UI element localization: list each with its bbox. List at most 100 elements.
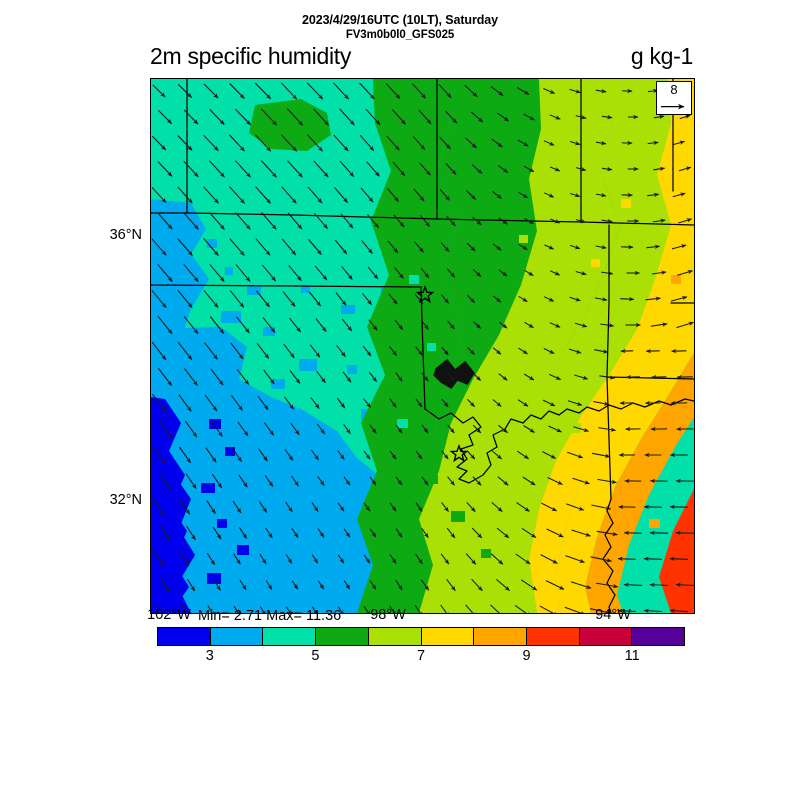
chart-units-label: g kg-1 [630, 43, 693, 69]
wind-vector-arrow-icon [518, 347, 528, 355]
wind-vector-arrow-icon [549, 322, 561, 328]
wind-vector-arrow-icon [209, 316, 225, 334]
wind-vector-arrow-icon [285, 606, 292, 613]
wind-vector-arrow-icon [490, 85, 504, 97]
wind-vector-arrow-icon [363, 554, 371, 564]
wind-vector-arrow-icon [440, 604, 450, 613]
wind-vector-arrow-icon [263, 422, 275, 436]
wind-vector-arrow-icon [260, 108, 278, 126]
wind-vector-arrow-icon [471, 527, 483, 539]
wind-vector-arrow-icon [575, 115, 587, 120]
wind-vector-arrow-icon [334, 239, 348, 255]
wind-vector-arrow-icon [550, 270, 561, 276]
wind-vector-arrow-icon [368, 319, 378, 331]
wind-vector-arrow-icon [291, 528, 299, 538]
wind-vector-arrow-icon [545, 580, 565, 590]
wind-vector-arrow-icon [389, 554, 397, 564]
wind-vector-arrow-icon [497, 476, 509, 486]
wind-vector-arrow-icon [280, 82, 298, 100]
wind-vector-arrow-icon [467, 347, 475, 355]
wind-vector-arrow-icon [159, 525, 171, 541]
wind-key-value: 8 [670, 82, 678, 97]
wind-vector-arrow-icon [315, 318, 327, 332]
wind-vector-arrow-icon [388, 345, 398, 357]
wind-vector-arrow-icon [594, 297, 608, 302]
wind-vector-arrow-icon [573, 426, 590, 433]
wind-vector-arrow-icon [311, 502, 319, 512]
wind-vector-arrow-icon [620, 296, 635, 302]
wind-vector-arrow-icon [595, 192, 607, 198]
wind-vector-arrow-icon [421, 476, 429, 486]
wind-vector-arrow-icon [343, 580, 351, 590]
colorbar-cell-8-9 [474, 628, 527, 645]
wind-vector-arrow-icon [570, 581, 592, 589]
wind-vector-arrow-icon [152, 393, 166, 413]
wind-vector-arrow-icon [670, 295, 688, 302]
wind-vector-arrow-icon [229, 134, 245, 152]
wind-vector-arrow-icon [543, 296, 555, 302]
wind-vector-arrow-icon [498, 424, 508, 434]
wind-vector-arrow-icon [177, 135, 193, 151]
wind-vector-arrow-icon [392, 161, 406, 177]
station-markers-layer [415, 285, 469, 463]
wind-vector-arrow-icon [265, 580, 273, 590]
colorbar-tick-3: 3 [205, 648, 214, 664]
map-plot-area[interactable]: 8 [150, 78, 695, 614]
wind-vector-arrow-icon [308, 239, 322, 255]
wind-vector-arrow-icon [284, 449, 294, 461]
wind-vector-arrow-icon [444, 110, 458, 124]
station-star-south [449, 444, 469, 463]
wind-vector-arrow-icon [309, 344, 321, 358]
wind-vector-arrow-icon [178, 394, 192, 412]
wind-vector-arrow-icon [157, 212, 173, 230]
wind-vector-arrow-icon [524, 217, 534, 225]
wind-vector-arrow-icon [650, 322, 668, 327]
wind-vector-arrow-icon [492, 399, 502, 407]
wind-vector-arrow-icon [414, 605, 424, 613]
wind-vector-arrow-icon [601, 218, 613, 224]
wind-vector-arrow-icon [466, 242, 476, 252]
wind-vector-arrow-icon [572, 477, 590, 485]
wind-vector-arrow-icon [336, 397, 346, 409]
wind-vector-arrow-icon [393, 214, 405, 228]
wind-vector-arrow-icon [203, 186, 219, 204]
wind-vector-arrow-icon [359, 134, 375, 152]
wind-vector-arrow-icon [395, 372, 403, 382]
colorbar-cell-10-11 [579, 628, 633, 645]
wind-vector-arrow-icon [203, 290, 219, 308]
wind-vector-arrow-icon [288, 317, 302, 333]
wind-vector-arrow-icon [543, 348, 555, 354]
wind-vector-arrow-icon [261, 160, 277, 178]
wind-vector-arrow-icon [183, 212, 199, 230]
wind-vector-arrow-icon [258, 448, 268, 462]
wind-vector-arrow-icon [412, 135, 426, 151]
wind-vector-arrow-icon [447, 424, 455, 434]
wind-vector-arrow-icon [203, 83, 219, 99]
wind-vector-arrow-icon [158, 110, 172, 124]
wind-vector-arrow-icon [679, 114, 691, 120]
wind-vector-arrow-icon [210, 368, 224, 386]
wind-vector-arrow-icon [389, 450, 397, 460]
wind-vector-arrow-icon [235, 160, 251, 178]
wind-vector-arrow-icon [334, 187, 348, 203]
wind-vector-arrow-icon [389, 502, 397, 512]
wind-vector-arrow-icon [256, 290, 270, 308]
wind-vector-arrow-icon [385, 82, 401, 100]
wind-vector-arrow-icon [675, 582, 694, 588]
wind-vector-arrow-icon [394, 267, 404, 279]
wind-vector-arrow-icon [310, 397, 320, 409]
wind-vector-arrow-icon [229, 290, 245, 308]
wind-vector-arrow-icon [238, 527, 248, 539]
wind-vector-arrow-icon [472, 476, 482, 486]
wind-vector-arrow-icon [157, 367, 173, 387]
wind-vector-arrow-icon [601, 166, 613, 172]
axis-tick-lat-36: 36°N [109, 227, 142, 243]
wind-vector-arrow-icon [541, 502, 557, 512]
wind-vector-arrow-icon [179, 499, 191, 515]
wind-vector-arrow-icon [420, 579, 430, 591]
wind-vector-arrow-icon [256, 343, 270, 359]
wind-vector-arrow-icon [291, 475, 299, 487]
wind-vector-layer [151, 82, 694, 613]
wind-vector-arrow-icon [515, 553, 531, 565]
wind-vector-arrow-icon [177, 186, 193, 204]
